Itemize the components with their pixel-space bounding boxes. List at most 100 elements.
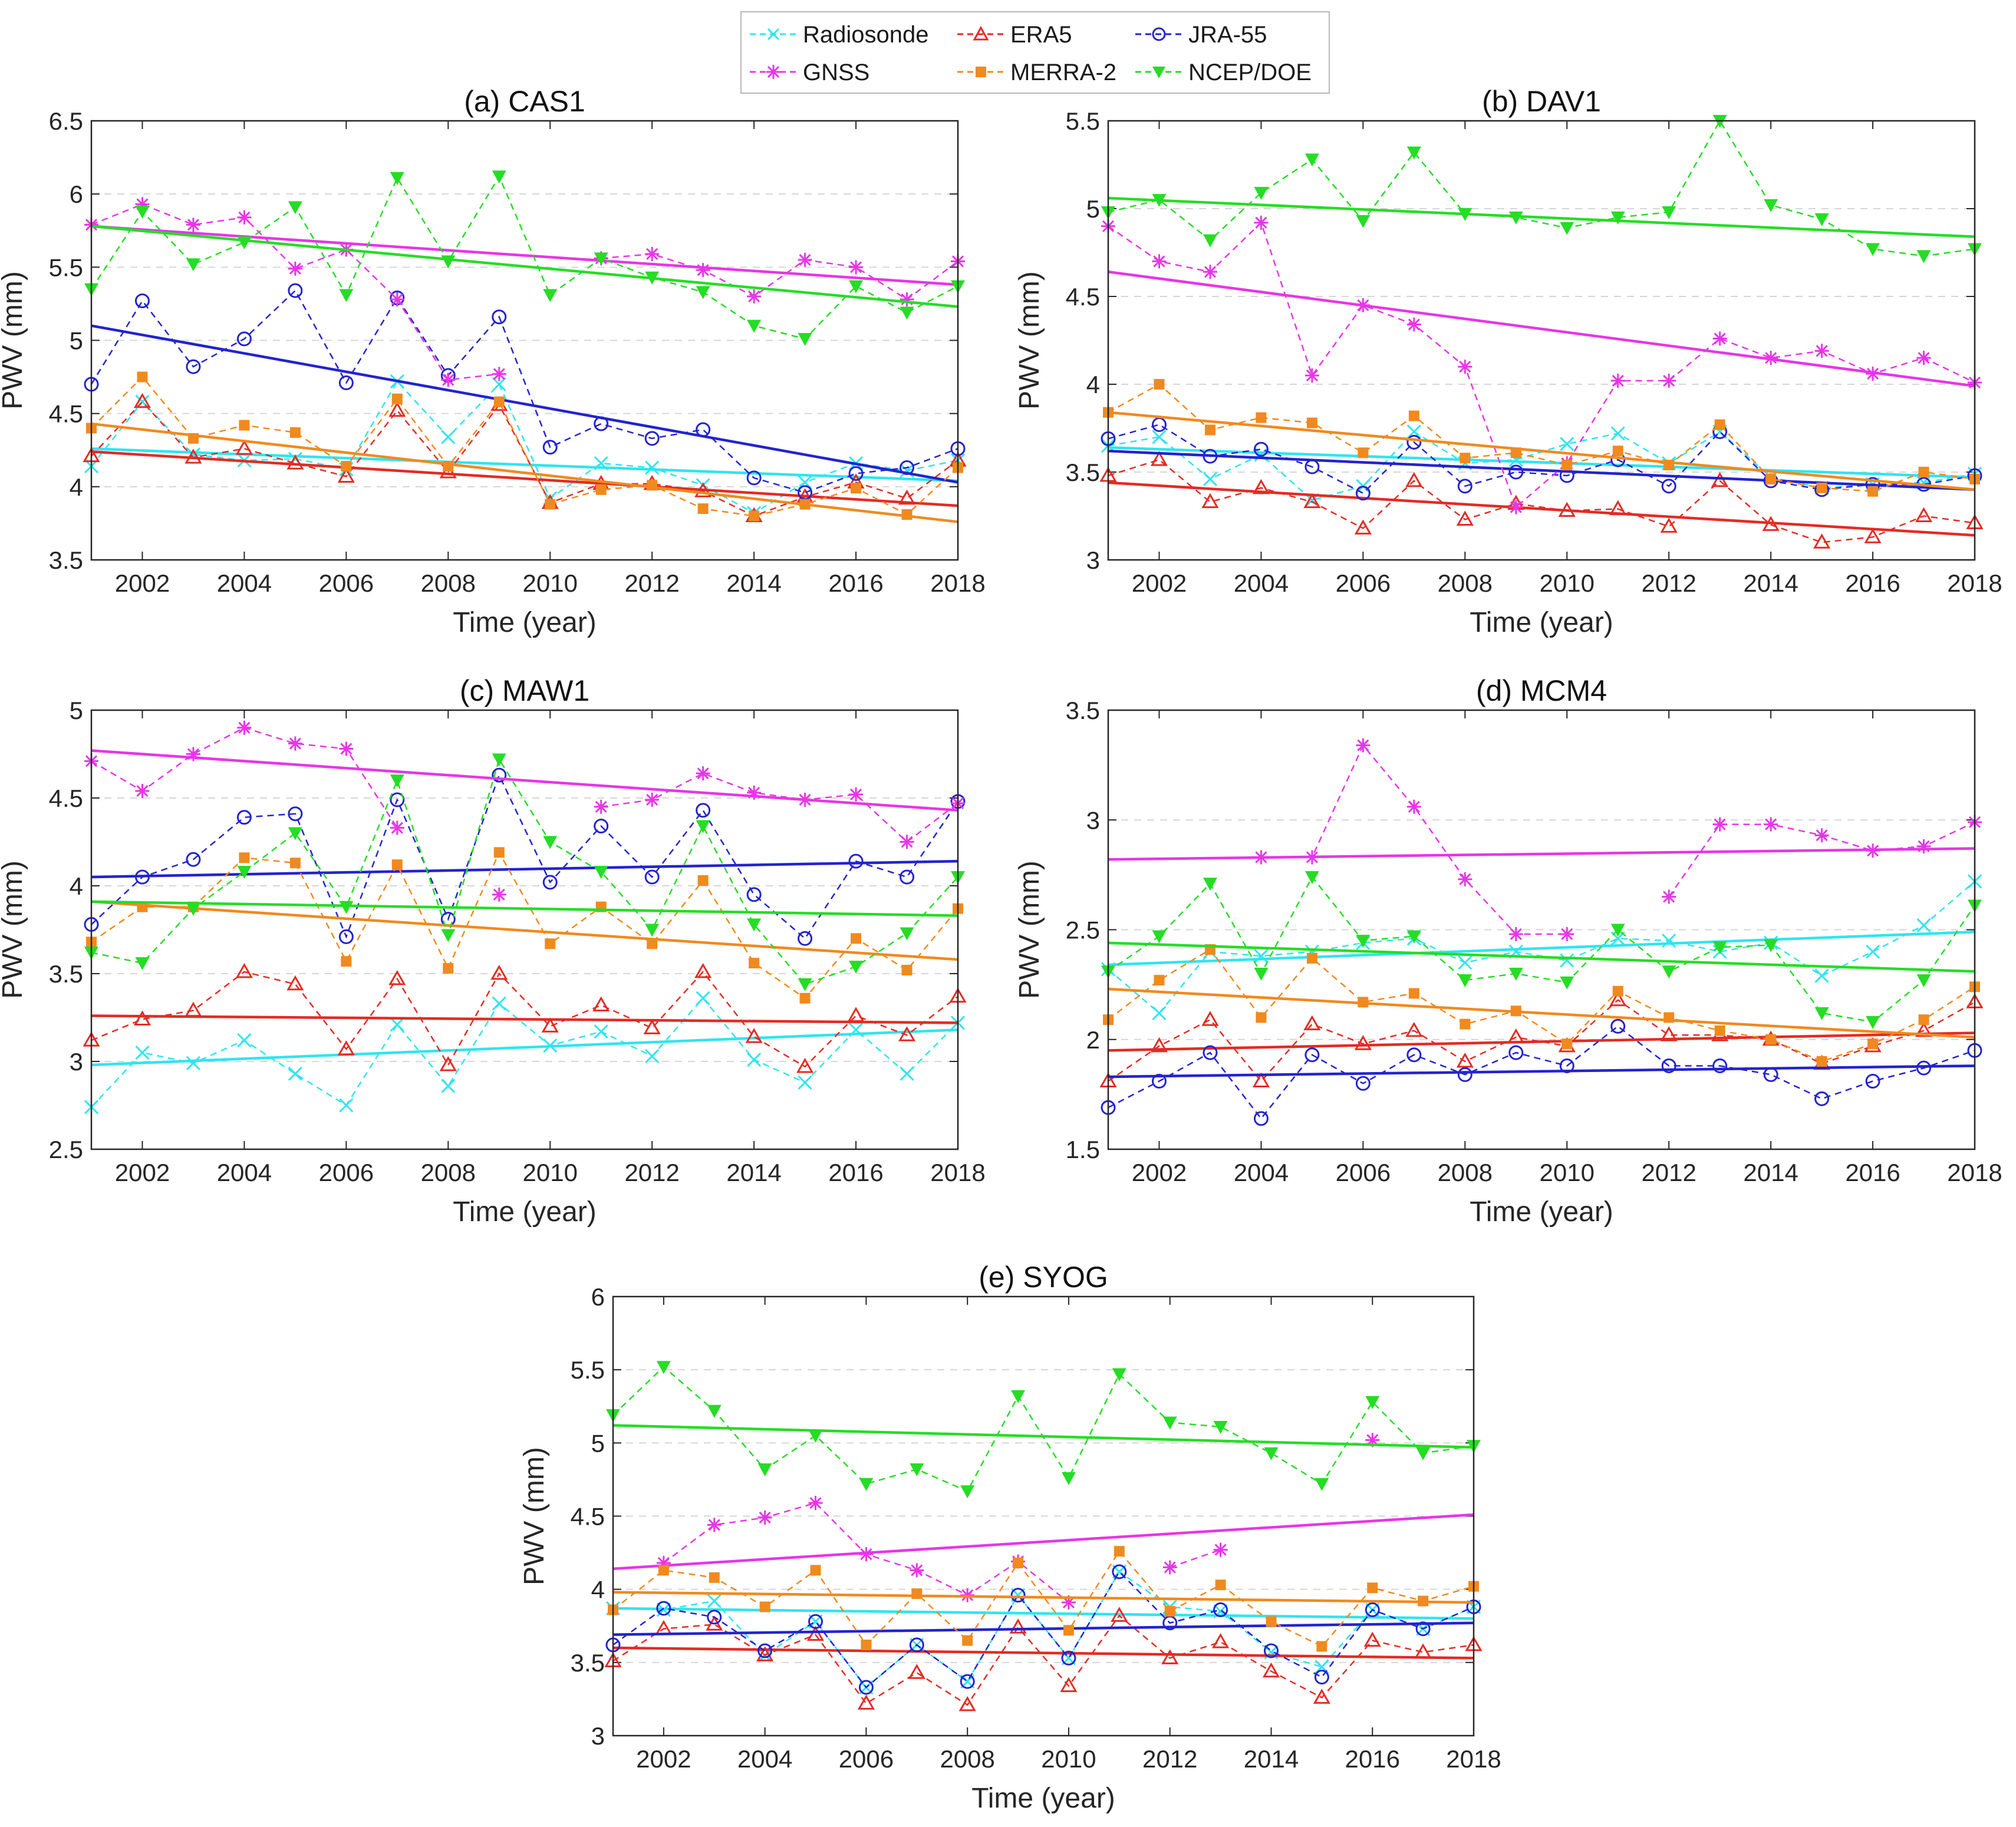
data-point-jra-55 xyxy=(1559,1058,1574,1073)
data-point-merra-2 xyxy=(1215,1579,1226,1591)
data-point-gnss xyxy=(1916,351,1931,365)
x-tick-label: 2018 xyxy=(1947,569,2002,597)
data-point-jra-55 xyxy=(858,1680,874,1695)
y-tick-label: 6 xyxy=(591,1283,605,1311)
data-point-merra-2 xyxy=(391,859,403,870)
data-point-jra-55 xyxy=(707,1610,722,1625)
data-line-era5 xyxy=(91,400,958,517)
data-point-merra-2 xyxy=(391,393,403,404)
data-point-radiosonde xyxy=(339,1098,354,1113)
data-line-jra-55 xyxy=(90,289,958,494)
data-point-era5 xyxy=(1111,1607,1128,1622)
data-point-ncep-doe xyxy=(339,289,354,302)
data-point-jra-55 xyxy=(1253,441,1269,457)
data-point-jra-55 xyxy=(848,466,864,481)
data-point-ncep-doe xyxy=(1406,146,1421,160)
data-point-ncep-doe xyxy=(543,836,558,849)
data-point-era5 xyxy=(1609,991,1627,1007)
data-point-jra-55 xyxy=(338,375,354,391)
data-point-radiosonde xyxy=(747,1052,762,1067)
data-point-gnss xyxy=(696,766,710,781)
data-point-gnss xyxy=(1560,926,1574,941)
y-tick-label: 4.5 xyxy=(49,784,83,812)
data-point-era5 xyxy=(185,1001,202,1017)
data-point-era5 xyxy=(1201,1011,1219,1026)
data-point-ncep-doe xyxy=(900,927,914,941)
data-line-ncep-doe xyxy=(1108,875,1976,1023)
data-point-ncep-doe xyxy=(747,319,762,333)
data-point-merra-2 xyxy=(810,1565,821,1576)
data-point-ncep-doe xyxy=(696,286,710,299)
x-tick-label: 2006 xyxy=(319,1159,374,1186)
x-tick-label: 2018 xyxy=(930,569,985,597)
trend-line-gnss xyxy=(1108,847,1975,861)
data-point-jra-55 xyxy=(236,810,252,825)
x-tick-label: 2008 xyxy=(940,1745,994,1773)
data-point-era5 xyxy=(1558,502,1576,517)
series-ncep-doe xyxy=(606,1361,1481,1499)
data-point-radiosonde xyxy=(543,1038,558,1053)
data-point-era5 xyxy=(1150,451,1168,466)
panel-title: (a) CAS1 xyxy=(464,85,585,118)
data-point-merra-2 xyxy=(759,1601,770,1612)
data-point-merra-2 xyxy=(851,483,862,494)
x-axis-label: Time (year) xyxy=(453,607,597,638)
data-point-gnss xyxy=(1152,254,1167,269)
data-point-merra-2 xyxy=(1663,1012,1675,1023)
data-point-merra-2 xyxy=(1266,1616,1277,1627)
trend-line-ncep-doe xyxy=(91,900,958,917)
data-point-ncep-doe xyxy=(1508,211,1523,225)
data-point-merra-2 xyxy=(1154,379,1165,390)
data-point-radiosonde xyxy=(900,1066,914,1081)
data-point-radiosonde xyxy=(1458,955,1473,970)
x-tick-label: 2016 xyxy=(1845,569,1900,597)
data-point-jra-55 xyxy=(1661,479,1676,494)
data-point-merra-2 xyxy=(749,958,760,969)
data-point-ncep-doe xyxy=(1662,965,1676,979)
data-point-gnss xyxy=(186,747,200,761)
data-point-radiosonde xyxy=(1254,949,1269,964)
data-point-gnss xyxy=(1610,374,1625,388)
data-point-gnss xyxy=(1458,360,1473,374)
data-point-gnss xyxy=(757,1510,772,1525)
data-point-ncep-doe xyxy=(339,901,354,914)
y-tick-label: 2.5 xyxy=(49,1136,83,1163)
data-line-merra-2 xyxy=(91,375,958,517)
y-tick-label: 5 xyxy=(591,1429,605,1457)
x-tick-label: 2014 xyxy=(726,569,781,597)
data-point-ncep-doe xyxy=(960,1485,975,1499)
data-point-ncep-doe xyxy=(1356,935,1371,948)
data-line-radiosonde xyxy=(91,997,958,1108)
x-tick-label: 2002 xyxy=(115,1159,170,1186)
series-ncep-doe xyxy=(1101,871,1982,1029)
data-point-merra-2 xyxy=(289,858,301,869)
data-point-jra-55 xyxy=(1814,1091,1830,1106)
data-point-gnss xyxy=(1866,843,1880,858)
x-tick-label: 2006 xyxy=(319,569,374,597)
x-axis-label: Time (year) xyxy=(453,1196,597,1228)
data-point-gnss xyxy=(1305,850,1319,865)
series-merra-2 xyxy=(86,371,963,523)
x-tick-label: 2016 xyxy=(828,1159,883,1186)
y-tick-label: 4 xyxy=(70,872,83,900)
data-point-gnss xyxy=(237,210,252,225)
data-point-ncep-doe xyxy=(1508,968,1523,981)
series-jra-55 xyxy=(1101,1018,1982,1126)
data-point-gnss xyxy=(1916,839,1931,853)
data-point-merra-2 xyxy=(911,1588,923,1600)
data-point-merra-2 xyxy=(697,503,709,515)
series-merra-2 xyxy=(1103,379,1980,497)
data-point-era5 xyxy=(1456,1052,1474,1068)
x-tick-label: 2014 xyxy=(1244,1745,1299,1773)
data-point-jra-55 xyxy=(746,470,762,486)
data-point-gnss xyxy=(1764,817,1778,832)
data-point-jra-55 xyxy=(594,416,609,431)
data-point-radiosonde xyxy=(848,1023,864,1037)
data-point-era5 xyxy=(1009,1618,1027,1634)
data-point-merra-2 xyxy=(1714,419,1725,430)
data-line-gnss xyxy=(91,203,958,381)
data-point-radiosonde xyxy=(1406,424,1421,439)
data-point-era5 xyxy=(958,1696,976,1711)
data-point-era5 xyxy=(745,1028,763,1043)
data-point-era5 xyxy=(541,1017,559,1033)
